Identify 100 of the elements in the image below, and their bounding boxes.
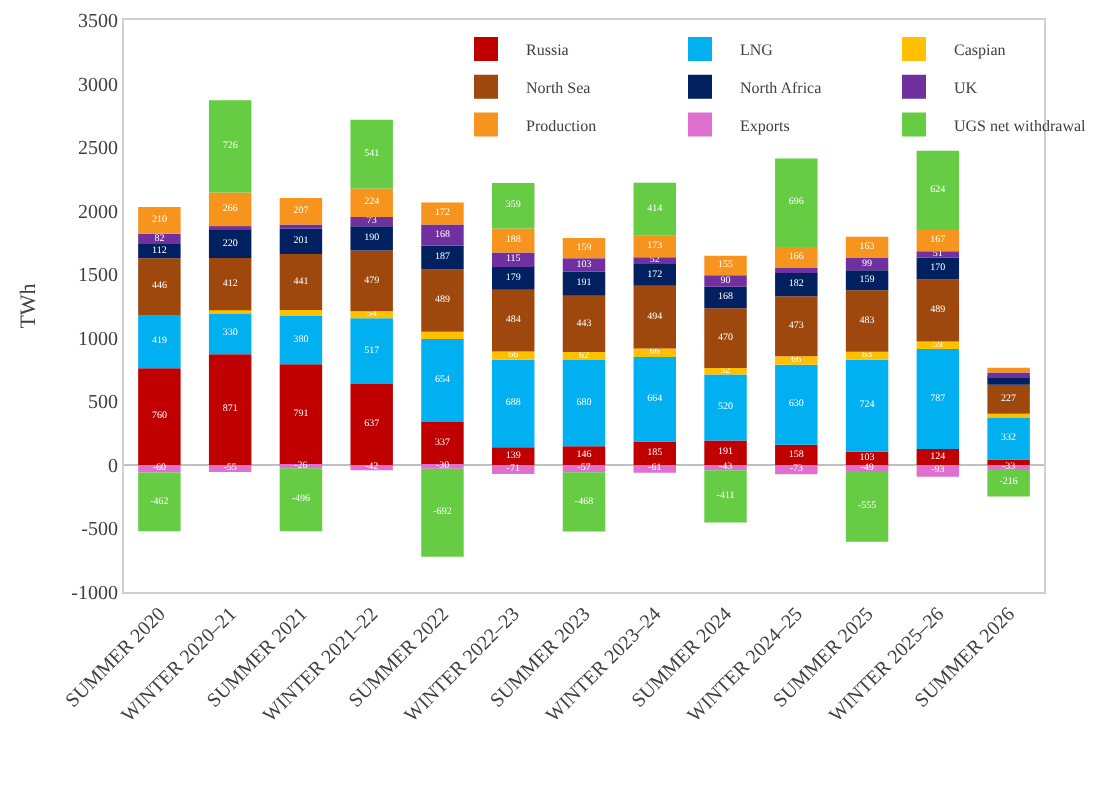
legend-label: UGS net withdrawal xyxy=(954,116,1088,135)
y-tick-label: 500 xyxy=(88,392,118,415)
bar xyxy=(704,367,747,375)
bar xyxy=(138,258,181,316)
bar xyxy=(775,364,818,445)
bar xyxy=(633,441,676,465)
y-tick-label: -1000 xyxy=(71,583,118,605)
bar xyxy=(492,359,535,448)
bar xyxy=(633,464,676,473)
bar xyxy=(633,235,676,258)
bar xyxy=(845,270,889,291)
bar xyxy=(562,472,606,532)
bar xyxy=(421,224,464,246)
bar xyxy=(492,182,535,229)
bar xyxy=(987,372,1030,378)
y-tick-label: -500 xyxy=(81,519,118,542)
bar xyxy=(492,267,535,290)
bar xyxy=(987,384,1030,414)
bar xyxy=(704,308,747,368)
bar xyxy=(421,331,464,339)
bar xyxy=(775,444,818,465)
bar xyxy=(845,290,889,352)
bar xyxy=(562,238,606,259)
bar xyxy=(350,383,393,465)
bar xyxy=(138,368,181,465)
bar xyxy=(987,469,1030,497)
bar xyxy=(279,310,323,317)
legend-label: UK xyxy=(954,78,978,97)
bar xyxy=(492,447,535,465)
bar xyxy=(845,359,889,452)
bar xyxy=(916,150,960,231)
bar xyxy=(350,226,393,251)
bar xyxy=(350,188,393,218)
bar xyxy=(350,250,393,312)
bar xyxy=(350,318,393,384)
y-tick-label: 3500 xyxy=(78,11,118,33)
bar xyxy=(350,119,393,189)
bar xyxy=(492,289,535,352)
bar xyxy=(562,295,606,353)
bar xyxy=(704,275,747,287)
legend-label: North Africa xyxy=(740,78,823,97)
bar xyxy=(421,468,464,557)
legend-label: LNG xyxy=(740,41,774,60)
bar xyxy=(208,192,252,227)
bar xyxy=(421,422,464,465)
bar xyxy=(916,449,960,465)
bar xyxy=(138,472,181,532)
bar xyxy=(845,471,889,542)
bar xyxy=(562,359,606,447)
y-tick-label: 3000 xyxy=(78,74,118,97)
bar xyxy=(138,464,181,473)
bar xyxy=(704,374,747,441)
bar xyxy=(350,311,393,319)
bar xyxy=(775,268,818,274)
legend-label: Production xyxy=(526,116,597,135)
bar xyxy=(633,263,676,286)
y-tick-label: 1000 xyxy=(78,328,118,351)
bar xyxy=(421,245,464,270)
bar xyxy=(704,440,747,465)
bar xyxy=(492,351,535,360)
bar xyxy=(562,271,606,296)
bar xyxy=(421,202,464,225)
bar xyxy=(987,417,1030,460)
bar xyxy=(775,273,818,297)
legend-label: Caspian xyxy=(954,41,1006,60)
bar xyxy=(279,364,323,465)
bar xyxy=(208,100,252,193)
bar xyxy=(138,206,181,234)
bar xyxy=(633,356,676,442)
bar xyxy=(279,228,323,255)
bar xyxy=(492,252,535,268)
bar xyxy=(208,354,252,465)
bar xyxy=(916,349,960,450)
bar xyxy=(633,285,676,349)
bar xyxy=(208,229,252,258)
bar xyxy=(775,296,818,357)
legend-label: Exports xyxy=(740,116,790,135)
bar xyxy=(562,446,606,465)
bar xyxy=(916,230,960,252)
bar xyxy=(279,198,323,225)
bar xyxy=(845,236,889,258)
y-tick-label: 1500 xyxy=(78,265,118,288)
bar xyxy=(279,254,323,311)
bar xyxy=(138,315,181,369)
bar xyxy=(421,269,464,332)
bar xyxy=(704,286,747,309)
bar xyxy=(775,356,818,365)
bar xyxy=(279,316,323,365)
legend-label: North Sea xyxy=(526,78,592,97)
bar xyxy=(916,251,960,258)
bar xyxy=(633,182,676,236)
y-tick-label: 0 xyxy=(108,455,118,478)
bar xyxy=(633,257,676,264)
bar xyxy=(916,279,960,342)
legend-label: Russia xyxy=(526,41,570,60)
bar xyxy=(775,158,818,248)
bar xyxy=(421,338,464,423)
bar xyxy=(704,470,747,523)
bar xyxy=(775,247,818,269)
bar xyxy=(208,312,252,355)
